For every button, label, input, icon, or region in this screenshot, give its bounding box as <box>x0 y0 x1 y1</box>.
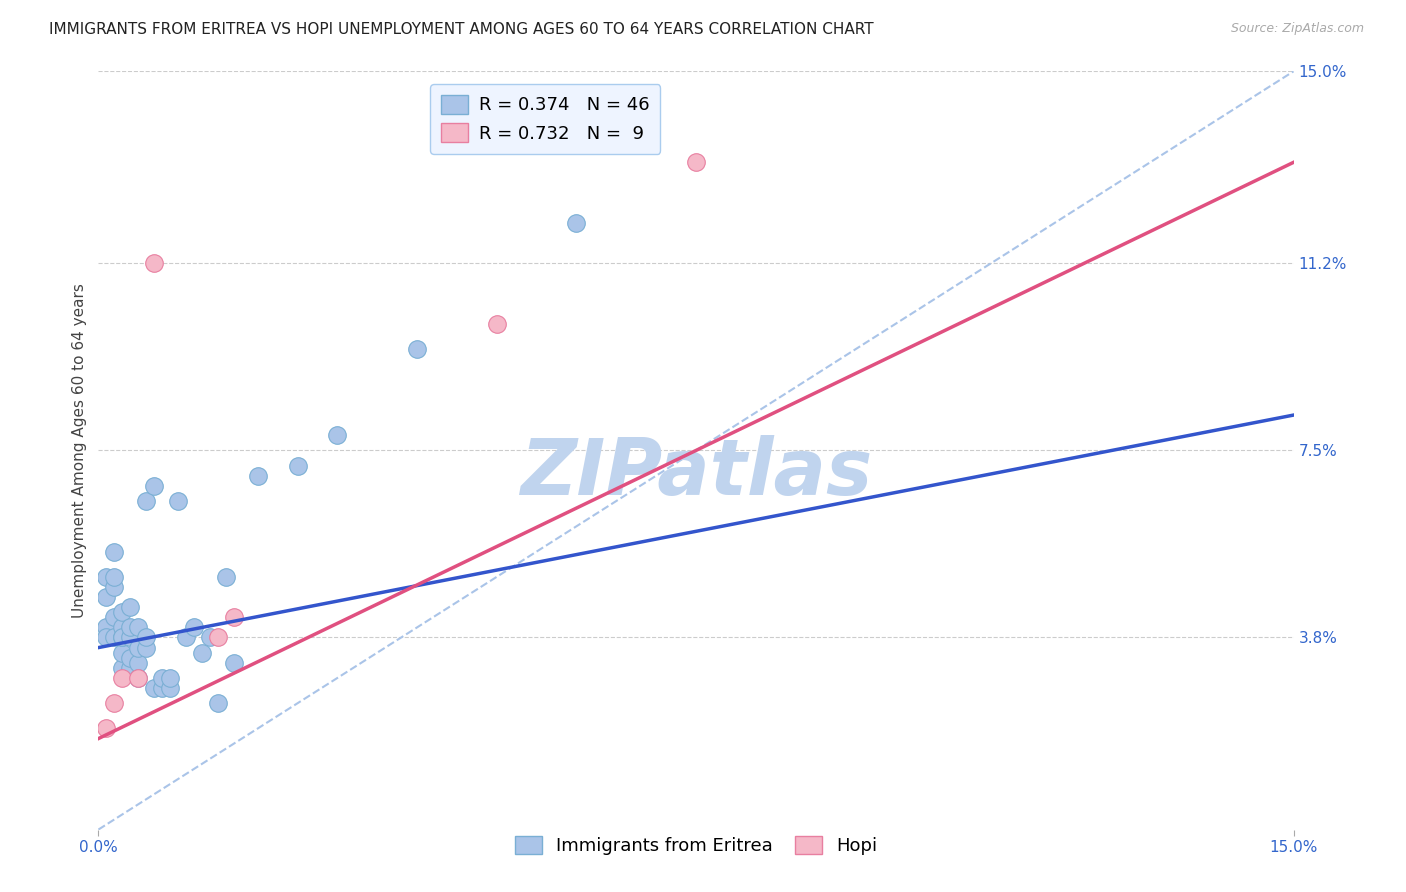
Immigrants from Eritrea <box>103 631 125 645</box>
Y-axis label: Unemployment Among Ages 60 to 64 years: Unemployment Among Ages 60 to 64 years <box>72 283 87 618</box>
Immigrants from Eritrea <box>127 620 149 634</box>
Immigrants from Eritrea <box>96 631 118 645</box>
Immigrants from Eritrea <box>159 671 181 685</box>
Immigrants from Eritrea <box>326 428 349 442</box>
Text: ZIPatlas: ZIPatlas <box>520 435 872 511</box>
Immigrants from Eritrea <box>111 646 134 660</box>
Text: Source: ZipAtlas.com: Source: ZipAtlas.com <box>1230 22 1364 36</box>
Immigrants from Eritrea <box>127 671 149 685</box>
Hopi <box>111 671 134 685</box>
Immigrants from Eritrea <box>159 681 181 695</box>
Immigrants from Eritrea <box>127 640 149 655</box>
Immigrants from Eritrea <box>103 544 125 558</box>
Immigrants from Eritrea <box>222 656 245 670</box>
Immigrants from Eritrea <box>198 631 221 645</box>
Immigrants from Eritrea <box>191 646 214 660</box>
Immigrants from Eritrea <box>120 620 142 634</box>
Hopi <box>143 256 166 270</box>
Immigrants from Eritrea <box>111 661 134 675</box>
Immigrants from Eritrea <box>565 216 588 230</box>
Hopi <box>103 696 125 710</box>
Immigrants from Eritrea <box>135 494 157 508</box>
Hopi <box>485 317 508 331</box>
Immigrants from Eritrea <box>111 620 134 634</box>
Text: IMMIGRANTS FROM ERITREA VS HOPI UNEMPLOYMENT AMONG AGES 60 TO 64 YEARS CORRELATI: IMMIGRANTS FROM ERITREA VS HOPI UNEMPLOY… <box>49 22 875 37</box>
Hopi <box>207 631 229 645</box>
Immigrants from Eritrea <box>174 631 197 645</box>
Immigrants from Eritrea <box>150 671 173 685</box>
Immigrants from Eritrea <box>143 479 166 493</box>
Immigrants from Eritrea <box>96 570 118 584</box>
Hopi <box>222 610 245 624</box>
Immigrants from Eritrea <box>111 631 134 645</box>
Immigrants from Eritrea <box>120 600 142 615</box>
Immigrants from Eritrea <box>96 590 118 604</box>
Immigrants from Eritrea <box>135 631 157 645</box>
Immigrants from Eritrea <box>103 570 125 584</box>
Hopi <box>96 722 118 736</box>
Immigrants from Eritrea <box>127 656 149 670</box>
Immigrants from Eritrea <box>406 343 429 357</box>
Immigrants from Eritrea <box>103 580 125 594</box>
Immigrants from Eritrea <box>150 681 173 695</box>
Immigrants from Eritrea <box>103 610 125 624</box>
Immigrants from Eritrea <box>183 620 205 634</box>
Immigrants from Eritrea <box>207 696 229 710</box>
Immigrants from Eritrea <box>167 494 190 508</box>
Immigrants from Eritrea <box>120 661 142 675</box>
Hopi <box>685 155 707 169</box>
Immigrants from Eritrea <box>96 620 118 634</box>
Immigrants from Eritrea <box>215 570 238 584</box>
Legend: Immigrants from Eritrea, Hopi: Immigrants from Eritrea, Hopi <box>508 829 884 863</box>
Immigrants from Eritrea <box>246 468 269 483</box>
Immigrants from Eritrea <box>143 681 166 695</box>
Immigrants from Eritrea <box>135 640 157 655</box>
Immigrants from Eritrea <box>111 605 134 619</box>
Immigrants from Eritrea <box>111 631 134 645</box>
Immigrants from Eritrea <box>120 650 142 665</box>
Hopi <box>127 671 149 685</box>
Immigrants from Eritrea <box>120 631 142 645</box>
Immigrants from Eritrea <box>287 458 309 473</box>
